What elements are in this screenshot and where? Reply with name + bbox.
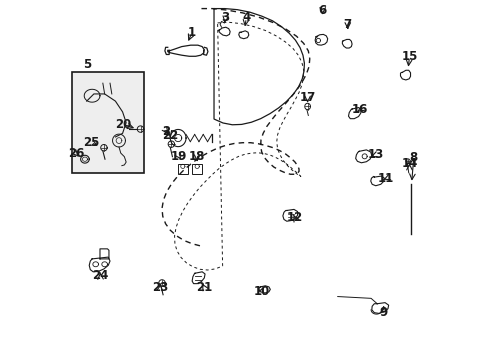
Text: 12: 12 <box>286 211 302 224</box>
Text: 18: 18 <box>188 150 205 163</box>
Bar <box>192 163 202 174</box>
Text: 11: 11 <box>377 172 393 185</box>
Text: 17: 17 <box>299 91 315 104</box>
Text: 22: 22 <box>162 129 178 142</box>
Text: 19: 19 <box>171 150 187 163</box>
Text: 4: 4 <box>242 12 250 24</box>
Text: 13: 13 <box>367 148 383 161</box>
Text: 2: 2 <box>163 125 170 138</box>
Text: 14: 14 <box>401 157 417 170</box>
Bar <box>72 72 144 173</box>
Text: 10: 10 <box>253 285 269 298</box>
Text: 21: 21 <box>196 281 212 294</box>
Text: 15: 15 <box>401 50 417 63</box>
Text: 24: 24 <box>92 269 108 282</box>
Text: 1: 1 <box>187 27 196 40</box>
Text: 26: 26 <box>68 147 84 160</box>
Bar <box>178 163 187 174</box>
Text: 7: 7 <box>343 18 351 31</box>
Text: 16: 16 <box>351 103 368 116</box>
Text: 25: 25 <box>82 136 99 149</box>
Text: 5: 5 <box>82 58 91 71</box>
Text: 9: 9 <box>379 306 387 319</box>
Text: 8: 8 <box>409 151 417 164</box>
Text: 3: 3 <box>221 12 229 24</box>
Text: 23: 23 <box>152 281 168 294</box>
Text: 6: 6 <box>318 4 326 17</box>
Text: 20: 20 <box>115 118 131 131</box>
